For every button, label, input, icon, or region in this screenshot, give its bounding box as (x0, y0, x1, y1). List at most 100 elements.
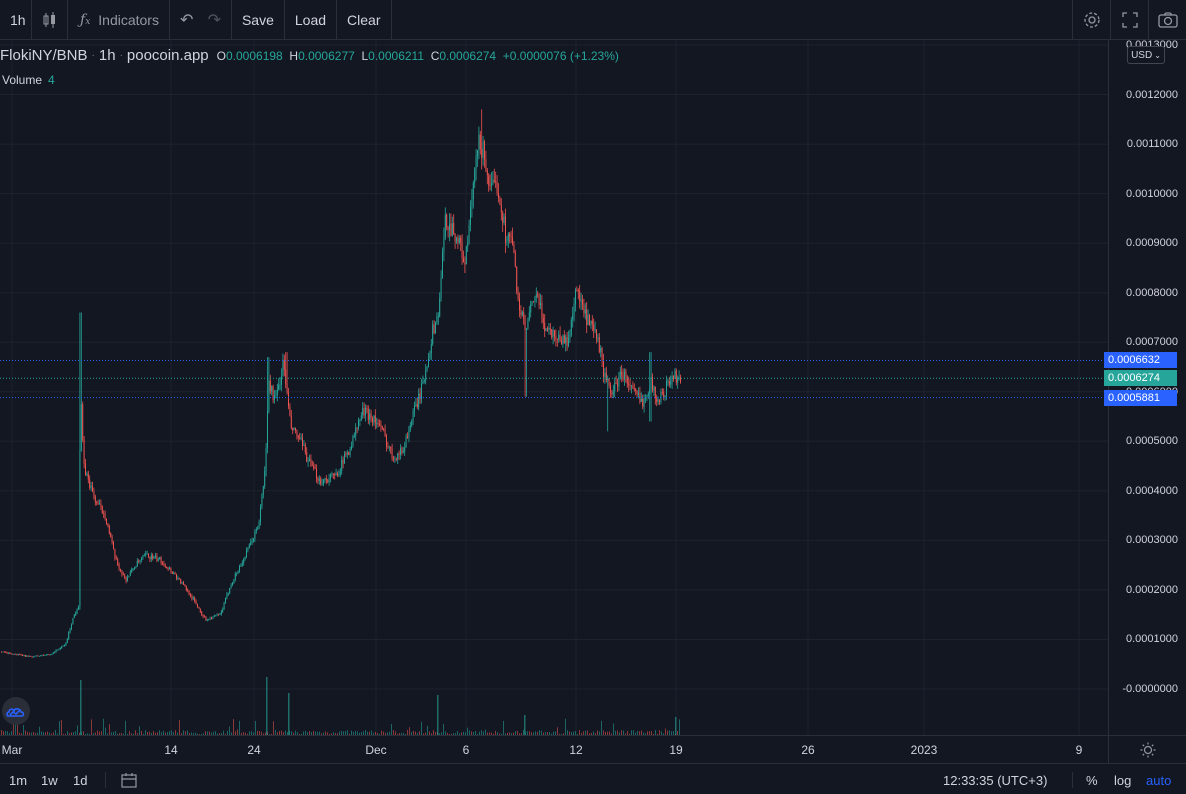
volume-bar (495, 730, 496, 735)
price-chart[interactable] (0, 40, 1108, 735)
volume-bar (305, 730, 306, 735)
candle-body (664, 395, 666, 398)
candle-body (162, 563, 163, 564)
load-button[interactable]: Load (285, 0, 338, 40)
volume-bar (279, 730, 280, 735)
candle-body (442, 251, 443, 278)
volume-bar (33, 731, 34, 735)
candle-body (101, 506, 103, 514)
range-1w-button[interactable]: 1w (41, 773, 58, 788)
interval-button[interactable]: 1h (0, 0, 32, 40)
clear-button[interactable]: Clear (337, 0, 392, 40)
price-tick: 0.0001000 (1126, 633, 1178, 646)
candle-body (37, 655, 39, 657)
candle-body (675, 370, 677, 383)
candle-body (180, 579, 182, 584)
candle-body (457, 237, 459, 243)
axis-settings-button[interactable] (1108, 735, 1186, 763)
volume-bar (77, 725, 78, 735)
volume-bar (449, 733, 450, 735)
candle-body (71, 624, 72, 629)
volume-bar (555, 731, 556, 735)
candle-body (120, 568, 121, 571)
volume-bar (395, 731, 396, 735)
volume-bar (169, 731, 170, 735)
range-1m-button[interactable]: 1m (9, 773, 28, 788)
candle-body (372, 418, 373, 422)
date-range-button[interactable] (121, 772, 139, 791)
settings-button[interactable] (1072, 0, 1110, 40)
fullscreen-button[interactable] (1110, 0, 1148, 40)
log-toggle[interactable]: log (1114, 773, 1132, 788)
volume-bar (153, 731, 154, 735)
candle-body (355, 427, 357, 436)
candle-body (248, 544, 250, 548)
price-axis[interactable]: 0.0013000 0.0012000 0.0011000 0.0010000 0.00… (1108, 39, 1186, 735)
candle-body (636, 391, 638, 395)
candle-body (246, 550, 247, 557)
volume-bar (315, 731, 316, 735)
time-axis[interactable]: Mar 14 24 Dec 6 12 19 26 2023 9 (0, 735, 1108, 763)
volume-bar (287, 732, 288, 735)
volume-bar (83, 731, 84, 735)
top-toolbar: 1h ƒx Indicators ↶ ↷ Save Load Clear (0, 0, 1186, 40)
volume-bar (459, 733, 460, 735)
auto-toggle[interactable]: auto (1146, 773, 1172, 788)
candle-body (429, 353, 431, 359)
volume-bar (351, 730, 352, 735)
volume-bar (125, 720, 126, 735)
volume-bar (481, 730, 482, 735)
candle-body (638, 392, 639, 395)
save-button[interactable]: Save (232, 0, 285, 40)
volume-bar (629, 733, 630, 735)
clock[interactable]: 12:33:35 (UTC+3) (943, 773, 1048, 788)
candle-body (317, 478, 319, 481)
candle-body (356, 427, 358, 429)
volume-bar (99, 731, 100, 735)
volume-bar (165, 732, 166, 735)
volume-bar (577, 733, 578, 735)
candle-body (226, 593, 228, 599)
bottom-bar: 1m 1w 1d 12:33:35 (UTC+3) % log auto (0, 763, 1186, 794)
price-tick: 0.0007000 (1126, 336, 1178, 349)
indicators-label: Indicators (98, 11, 159, 28)
candle-body (488, 175, 490, 186)
candle-body (475, 156, 477, 169)
volume-bar (177, 732, 178, 735)
candle-body (542, 318, 544, 323)
volume-bar (253, 732, 254, 735)
candle-body (253, 539, 254, 541)
redo-icon[interactable]: ↷ (207, 11, 221, 29)
snapshot-button[interactable] (1148, 0, 1186, 40)
volume-bar (655, 730, 656, 735)
chart-type-button[interactable] (32, 0, 68, 40)
candle-body (584, 309, 586, 314)
tradingview-logo[interactable] (2, 697, 30, 725)
candle-body (647, 393, 649, 396)
candle-body (460, 237, 462, 243)
volume-bar (31, 732, 32, 735)
range-1d-button[interactable]: 1d (73, 773, 88, 788)
candle-body (33, 656, 35, 658)
candle-body (618, 377, 620, 387)
currency-select[interactable]: USD ⌄ (1127, 46, 1165, 64)
candle-body (395, 458, 397, 460)
indicators-button[interactable]: ƒx Indicators (68, 0, 170, 40)
volume-label: Volume (2, 73, 43, 87)
undo-icon[interactable]: ↶ (179, 11, 194, 29)
candle-body (538, 295, 540, 305)
volume-bar (633, 730, 634, 735)
volume-bar (391, 723, 392, 735)
candle-body (146, 553, 148, 555)
candle-body (486, 170, 488, 176)
volume-bar (413, 730, 414, 735)
volume-bar (431, 733, 432, 735)
volume-bar (601, 720, 602, 735)
symbol-name[interactable]: FlokiNY/BNB (0, 47, 88, 64)
candle-body (482, 141, 484, 158)
volume-bar (569, 731, 570, 735)
volume-bar (645, 733, 646, 735)
candle-body (500, 204, 502, 213)
percent-toggle[interactable]: % (1086, 773, 1098, 788)
volume-bar (247, 733, 248, 735)
